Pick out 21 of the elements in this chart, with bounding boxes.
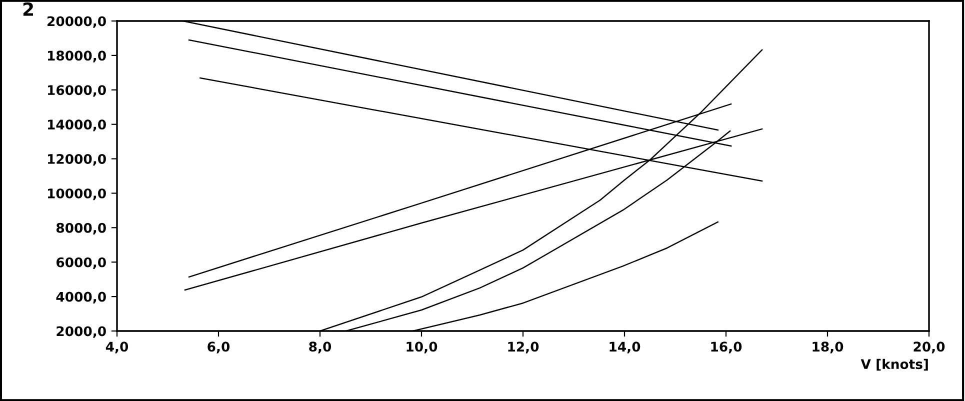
y-tick-label: 20000,0: [48, 16, 106, 28]
x-tick-label: 20,0: [914, 342, 945, 354]
y-tick-label: 16000,0: [48, 85, 106, 97]
x-tick-label: 14,0: [610, 342, 640, 354]
x-axis-title: V [knots]: [860, 358, 928, 371]
y-tick-label: 14000,0: [48, 120, 106, 132]
text: 2: [23, 2, 33, 16]
x-tick-label: 4,0: [106, 342, 128, 354]
x-tick-label: 18,0: [812, 342, 844, 354]
x-tick-label: 12,0: [508, 342, 539, 354]
y-tick-label: 4000,0: [56, 292, 106, 304]
y-tick-label: 18000,0: [48, 50, 106, 62]
x-tick-label: 10,0: [406, 342, 438, 354]
x-tick-label: 6,0: [208, 342, 230, 354]
y-tick-label: 8000,0: [56, 222, 106, 235]
x-tick-label: 16,0: [711, 342, 742, 354]
y-tick-label: 2000,0: [56, 326, 106, 338]
x-tick-label: 8,0: [309, 342, 332, 354]
y-tick-label: 6000,0: [56, 257, 106, 269]
y-tick-label: 12000,0: [48, 154, 106, 166]
y-tick-label: 10000,0: [48, 188, 106, 200]
